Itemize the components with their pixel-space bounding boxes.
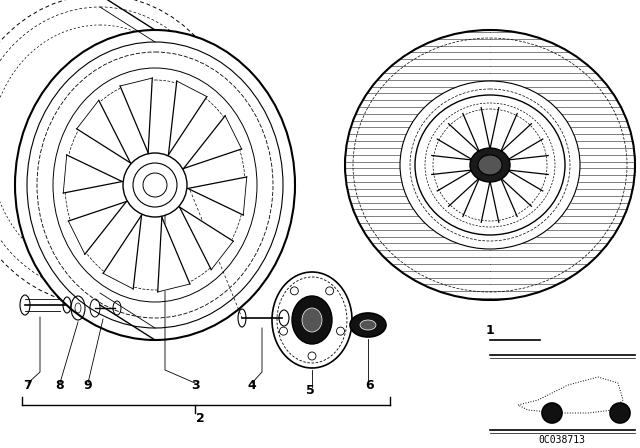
Polygon shape [103,215,141,289]
Text: 7: 7 [24,379,33,392]
Polygon shape [77,100,131,163]
Ellipse shape [350,313,386,337]
Polygon shape [68,202,127,254]
Ellipse shape [292,296,332,344]
Ellipse shape [470,148,510,182]
Ellipse shape [478,155,502,175]
Polygon shape [188,177,247,215]
Polygon shape [180,207,234,270]
Text: 4: 4 [248,379,257,392]
Text: 3: 3 [191,379,199,392]
Ellipse shape [15,30,295,340]
Text: 5: 5 [306,383,314,396]
Text: 6: 6 [365,379,374,392]
Text: 0C038713: 0C038713 [538,435,586,445]
Polygon shape [157,217,190,292]
Polygon shape [168,81,207,155]
Ellipse shape [400,81,580,249]
Text: 2: 2 [196,412,204,425]
Text: 1: 1 [486,323,494,336]
Polygon shape [184,116,242,168]
Text: 8: 8 [56,379,64,392]
Ellipse shape [542,403,562,423]
Ellipse shape [302,308,322,332]
Polygon shape [63,155,122,193]
Ellipse shape [610,403,630,423]
Ellipse shape [360,320,376,330]
Polygon shape [120,78,152,153]
Text: 9: 9 [84,379,92,392]
